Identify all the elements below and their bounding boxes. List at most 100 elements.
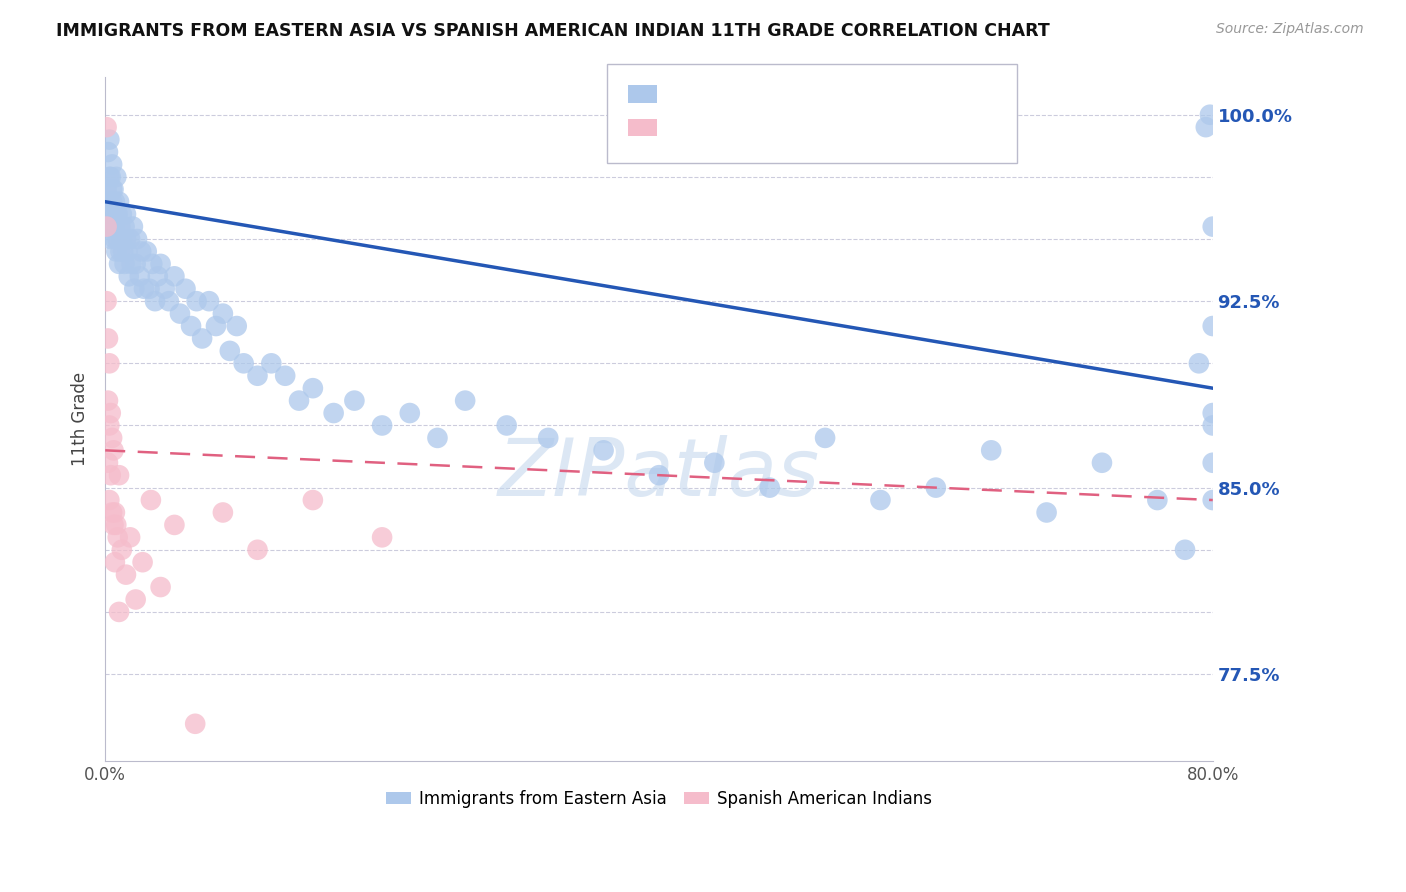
Point (128, 269, 150, 284)
Point (100, 468, 122, 483)
Point (117, 244, 139, 259)
Point (104, 555, 127, 569)
Point (103, 443, 125, 458)
Point (246, 368, 269, 383)
Point (98, 493, 121, 508)
Point (163, 269, 186, 284)
Point (205, 319, 228, 334)
Point (135, 244, 157, 259)
Point (1091, 456, 1114, 470)
Point (114, 257, 136, 271)
Point (212, 506, 235, 520)
Point (104, 194, 127, 209)
Text: -0.010: -0.010 (713, 119, 778, 136)
Point (107, 530, 129, 544)
Point (371, 530, 394, 544)
Point (111, 232, 134, 246)
Point (120, 530, 142, 544)
Point (149, 257, 172, 271)
Point (103, 517, 125, 532)
Point (1202, 406, 1225, 420)
Text: N =: N = (790, 85, 830, 103)
Point (108, 468, 131, 483)
Point (186, 294, 208, 309)
Point (184, 716, 207, 731)
Point (260, 356, 283, 370)
Point (274, 368, 297, 383)
Point (100, 232, 122, 246)
Point (163, 517, 186, 532)
Point (139, 493, 162, 508)
Text: 34: 34 (825, 119, 851, 136)
Point (111, 207, 134, 221)
Point (1195, 120, 1218, 135)
Point (149, 580, 172, 594)
Point (96, 182, 118, 196)
Point (1174, 542, 1197, 557)
Point (1202, 456, 1225, 470)
Point (537, 431, 560, 445)
Point (495, 418, 517, 433)
Text: ZIPatlas: ZIPatlas (498, 435, 820, 513)
Point (97, 393, 120, 408)
Point (98, 356, 121, 370)
Point (141, 257, 163, 271)
Point (112, 244, 135, 259)
Point (103, 182, 125, 196)
Point (146, 269, 169, 284)
Point (131, 555, 153, 569)
Point (104, 506, 127, 520)
Point (592, 443, 614, 458)
Point (157, 294, 180, 309)
Point (96, 219, 118, 234)
Point (1035, 506, 1057, 520)
Point (96, 120, 118, 135)
Point (108, 194, 131, 209)
Point (129, 244, 152, 259)
Point (980, 443, 1002, 458)
Point (120, 232, 142, 246)
Point (302, 381, 325, 395)
Point (103, 207, 125, 221)
Text: IMMIGRANTS FROM EASTERN ASIA VS SPANISH AMERICAN INDIAN 11TH GRADE CORRELATION C: IMMIGRANTS FROM EASTERN ASIA VS SPANISH … (56, 22, 1050, 40)
Point (1202, 418, 1225, 433)
Point (110, 244, 132, 259)
Point (1202, 219, 1225, 234)
Point (97, 194, 120, 209)
Point (98, 169, 121, 184)
Point (925, 481, 948, 495)
Point (138, 282, 160, 296)
Point (169, 307, 191, 321)
Point (98, 418, 121, 433)
Point (111, 542, 134, 557)
Point (125, 232, 148, 246)
Point (115, 232, 138, 246)
Point (105, 244, 128, 259)
Point (122, 219, 145, 234)
Point (198, 294, 221, 309)
Point (225, 319, 247, 334)
Point (108, 257, 131, 271)
Point (814, 431, 837, 445)
Point (107, 207, 129, 221)
Point (302, 493, 325, 508)
Point (454, 393, 477, 408)
Point (107, 232, 129, 246)
Point (108, 605, 131, 619)
Point (124, 257, 146, 271)
Point (98, 132, 121, 146)
Point (101, 157, 124, 171)
Point (101, 194, 124, 209)
Point (105, 169, 128, 184)
Point (97, 145, 120, 159)
Point (100, 169, 122, 184)
Point (246, 542, 269, 557)
Point (104, 219, 127, 234)
Point (132, 282, 155, 296)
Text: Source: ZipAtlas.com: Source: ZipAtlas.com (1216, 22, 1364, 37)
Point (1146, 493, 1168, 508)
Y-axis label: 11th Grade: 11th Grade (72, 372, 89, 467)
Text: N =: N = (790, 119, 830, 136)
Point (322, 406, 344, 420)
Point (1199, 108, 1222, 122)
